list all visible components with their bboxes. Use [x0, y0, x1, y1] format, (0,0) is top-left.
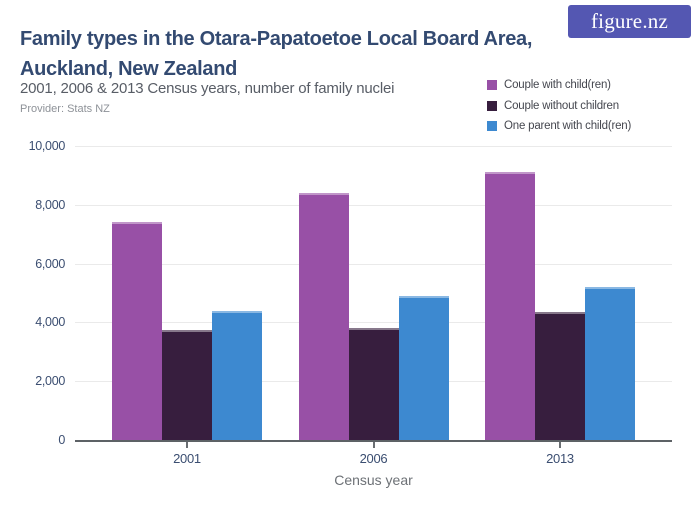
provider-note: Provider: Stats NZ: [20, 103, 110, 115]
legend-item: One parent with child(ren): [487, 116, 631, 137]
legend-swatch: [487, 100, 497, 111]
plot-area: Census year 0 2,000 4,000 6,000 8,000 10,000 2…: [29, 139, 672, 488]
chart-subtitle: 2001, 2006 & 2013 Census years, number o…: [20, 80, 395, 97]
gridline: [75, 146, 672, 147]
figurenz-logo[interactable]: figure.nz: [568, 5, 691, 38]
legend-item: Couple without children: [487, 96, 631, 117]
page-title-line-1: Family types in the Otara-Papatoetoe Loc…: [20, 28, 533, 50]
x-axis-label: 2013: [546, 451, 574, 466]
gridline: [75, 263, 672, 265]
x-axis-tick: [372, 442, 375, 448]
y-axis-label: 8,000: [35, 197, 65, 212]
gridline: [75, 322, 672, 324]
legend-label: Couple without children: [504, 99, 619, 112]
page-title-line-2: Auckland, New Zealand: [20, 58, 238, 80]
bar-2013-series-0: [485, 172, 535, 440]
bar-2001-series-0: [112, 222, 162, 440]
bar-2001-series-1: [162, 329, 212, 440]
page-title: Family types in the Otara-Papatoetoe Loc…: [20, 24, 560, 84]
legend-item: Couple with child(ren): [487, 75, 631, 96]
bar-2006-series-1: [348, 328, 399, 440]
x-axis-title: Census year: [334, 472, 413, 488]
bar-2013-series-2: [585, 287, 635, 440]
y-axis-label: 0: [58, 433, 65, 447]
y-axis-label: 10,000: [28, 139, 66, 153]
bar-2013-series-1: [535, 312, 585, 440]
figurenz-logo-text: figure.nz: [590, 9, 668, 33]
x-axis-label: 2001: [173, 451, 201, 466]
y-axis-label: 2,000: [35, 374, 65, 389]
legend: Couple with child(ren) Couple without chi…: [487, 75, 631, 137]
legend-swatch: [487, 80, 497, 91]
legend-swatch: [487, 121, 497, 132]
y-axis-label: 4,000: [35, 315, 65, 330]
bar-2006-series-0: [298, 193, 349, 440]
x-axis-label: 2006: [359, 451, 388, 466]
legend-label: Couple with child(ren): [504, 79, 611, 92]
legend-label: One parent with child(ren): [504, 120, 632, 133]
bar-2001-series-2: [212, 310, 262, 440]
x-axis-tick: [186, 442, 188, 448]
x-axis-tick: [559, 442, 561, 448]
y-axis-label: 6,000: [35, 256, 65, 271]
bar-2006-series-2: [398, 295, 449, 440]
gridline: [75, 204, 672, 206]
